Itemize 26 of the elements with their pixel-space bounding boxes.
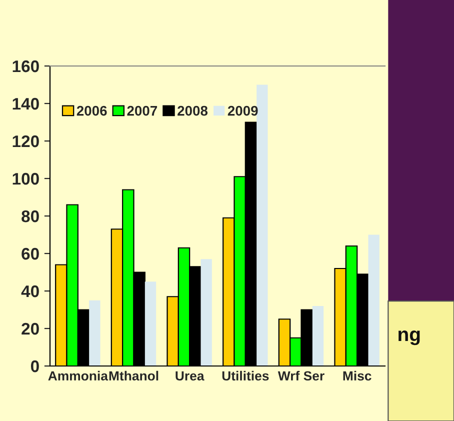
legend-label: 2007 [127,106,158,116]
y-tick-label: 80 [22,210,39,222]
y-tick-label: 140 [12,98,39,110]
y-tick-label: 20 [22,322,39,335]
x-tick-label: Misc [343,370,372,381]
bar [256,84,268,366]
legend-label: 2008 [178,106,208,116]
bar [89,300,100,366]
bar [200,259,212,366]
bar [312,306,324,366]
y-tick-label: 60 [22,248,39,260]
y-tick-label: 100 [12,172,39,185]
x-tick-label: Wrf Ser [278,370,324,381]
x-tick-label: Mthanol [109,370,158,381]
text: ng [398,330,420,346]
y-tick-label: 0 [30,360,39,372]
y-tick-label: 160 [12,60,39,72]
legend-label: 2006 [76,106,107,116]
bar [144,282,156,366]
x-tick-label: Urea [176,371,204,381]
y-tick-label: 40 [21,285,39,298]
y-tick-label: 120 [12,135,39,148]
bar [368,234,380,366]
legend-label: 2009 [228,106,258,116]
x-tick-label: Ammonia [48,370,108,381]
x-tick-label: Utilities [222,370,269,381]
